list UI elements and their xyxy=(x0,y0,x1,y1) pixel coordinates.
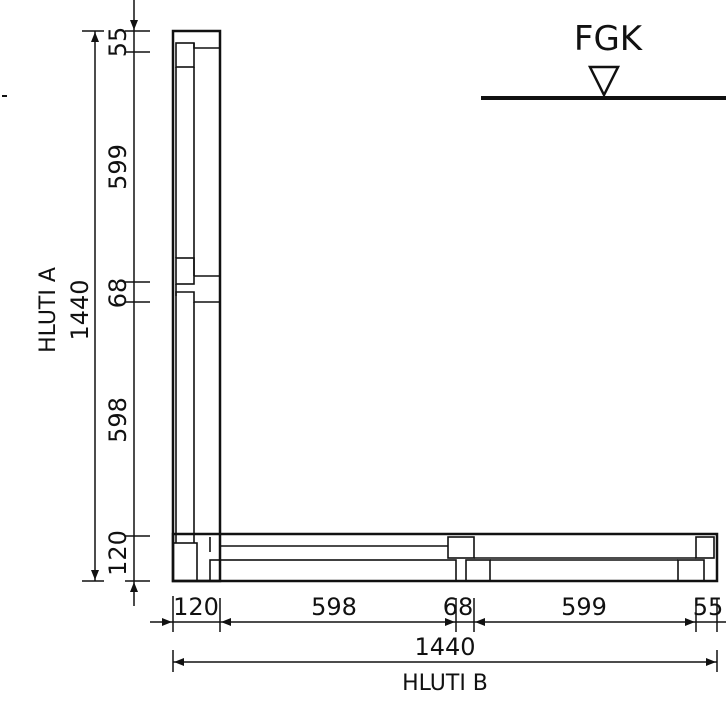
arrow-icon xyxy=(130,582,138,592)
arrow-icon xyxy=(475,618,485,626)
corner-block xyxy=(172,542,198,582)
wall-block xyxy=(175,257,195,285)
dimension-label: 68 xyxy=(104,278,132,309)
level-triangle-icon xyxy=(587,65,621,98)
arrow-icon xyxy=(221,618,231,626)
dimension-label: 598 xyxy=(311,593,357,621)
level-marker-label: FGK xyxy=(574,19,644,59)
arrow-icon xyxy=(162,618,172,626)
dimension-label: 599 xyxy=(561,593,607,621)
arrow-icon xyxy=(706,658,716,666)
part-b-total: 1440 xyxy=(414,633,475,661)
arrow-icon xyxy=(91,32,99,42)
dimension-label: 55 xyxy=(104,27,132,58)
arrow-icon xyxy=(685,618,695,626)
vertical-wall xyxy=(171,29,222,583)
wall-block xyxy=(175,42,195,68)
slab-block xyxy=(695,536,715,559)
part-a-total: 1440 xyxy=(66,279,94,340)
level-marker: FGK xyxy=(481,19,726,100)
arrow-icon xyxy=(130,20,138,30)
dimension-label: 120 xyxy=(104,530,132,576)
arrow-icon xyxy=(174,658,184,666)
slab-block xyxy=(677,559,705,582)
arrow-icon xyxy=(445,618,455,626)
wall-step xyxy=(175,291,220,303)
vertical-wall-outline xyxy=(171,29,222,583)
slab-block xyxy=(447,536,475,559)
arrow-icon xyxy=(91,570,99,580)
dimension-label: 598 xyxy=(104,397,132,443)
part-a-title: HLUTI A xyxy=(36,267,61,353)
part-b-title: HLUTI B xyxy=(402,671,488,696)
dimension-label: 68 xyxy=(443,593,474,621)
dimension-label: 599 xyxy=(104,144,132,190)
dimension-label: 55 xyxy=(693,593,724,621)
wall-step xyxy=(193,43,220,49)
slab-block xyxy=(465,559,491,582)
slab-block xyxy=(209,559,457,582)
dimension-a: 55 599 68 598 120 HLUTI A 1440 xyxy=(36,0,150,606)
horizontal-slab xyxy=(171,532,719,583)
dimension-b: 120 598 68 599 55 1440 HLUTI B xyxy=(150,593,726,696)
dimension-label: 120 xyxy=(173,593,219,621)
